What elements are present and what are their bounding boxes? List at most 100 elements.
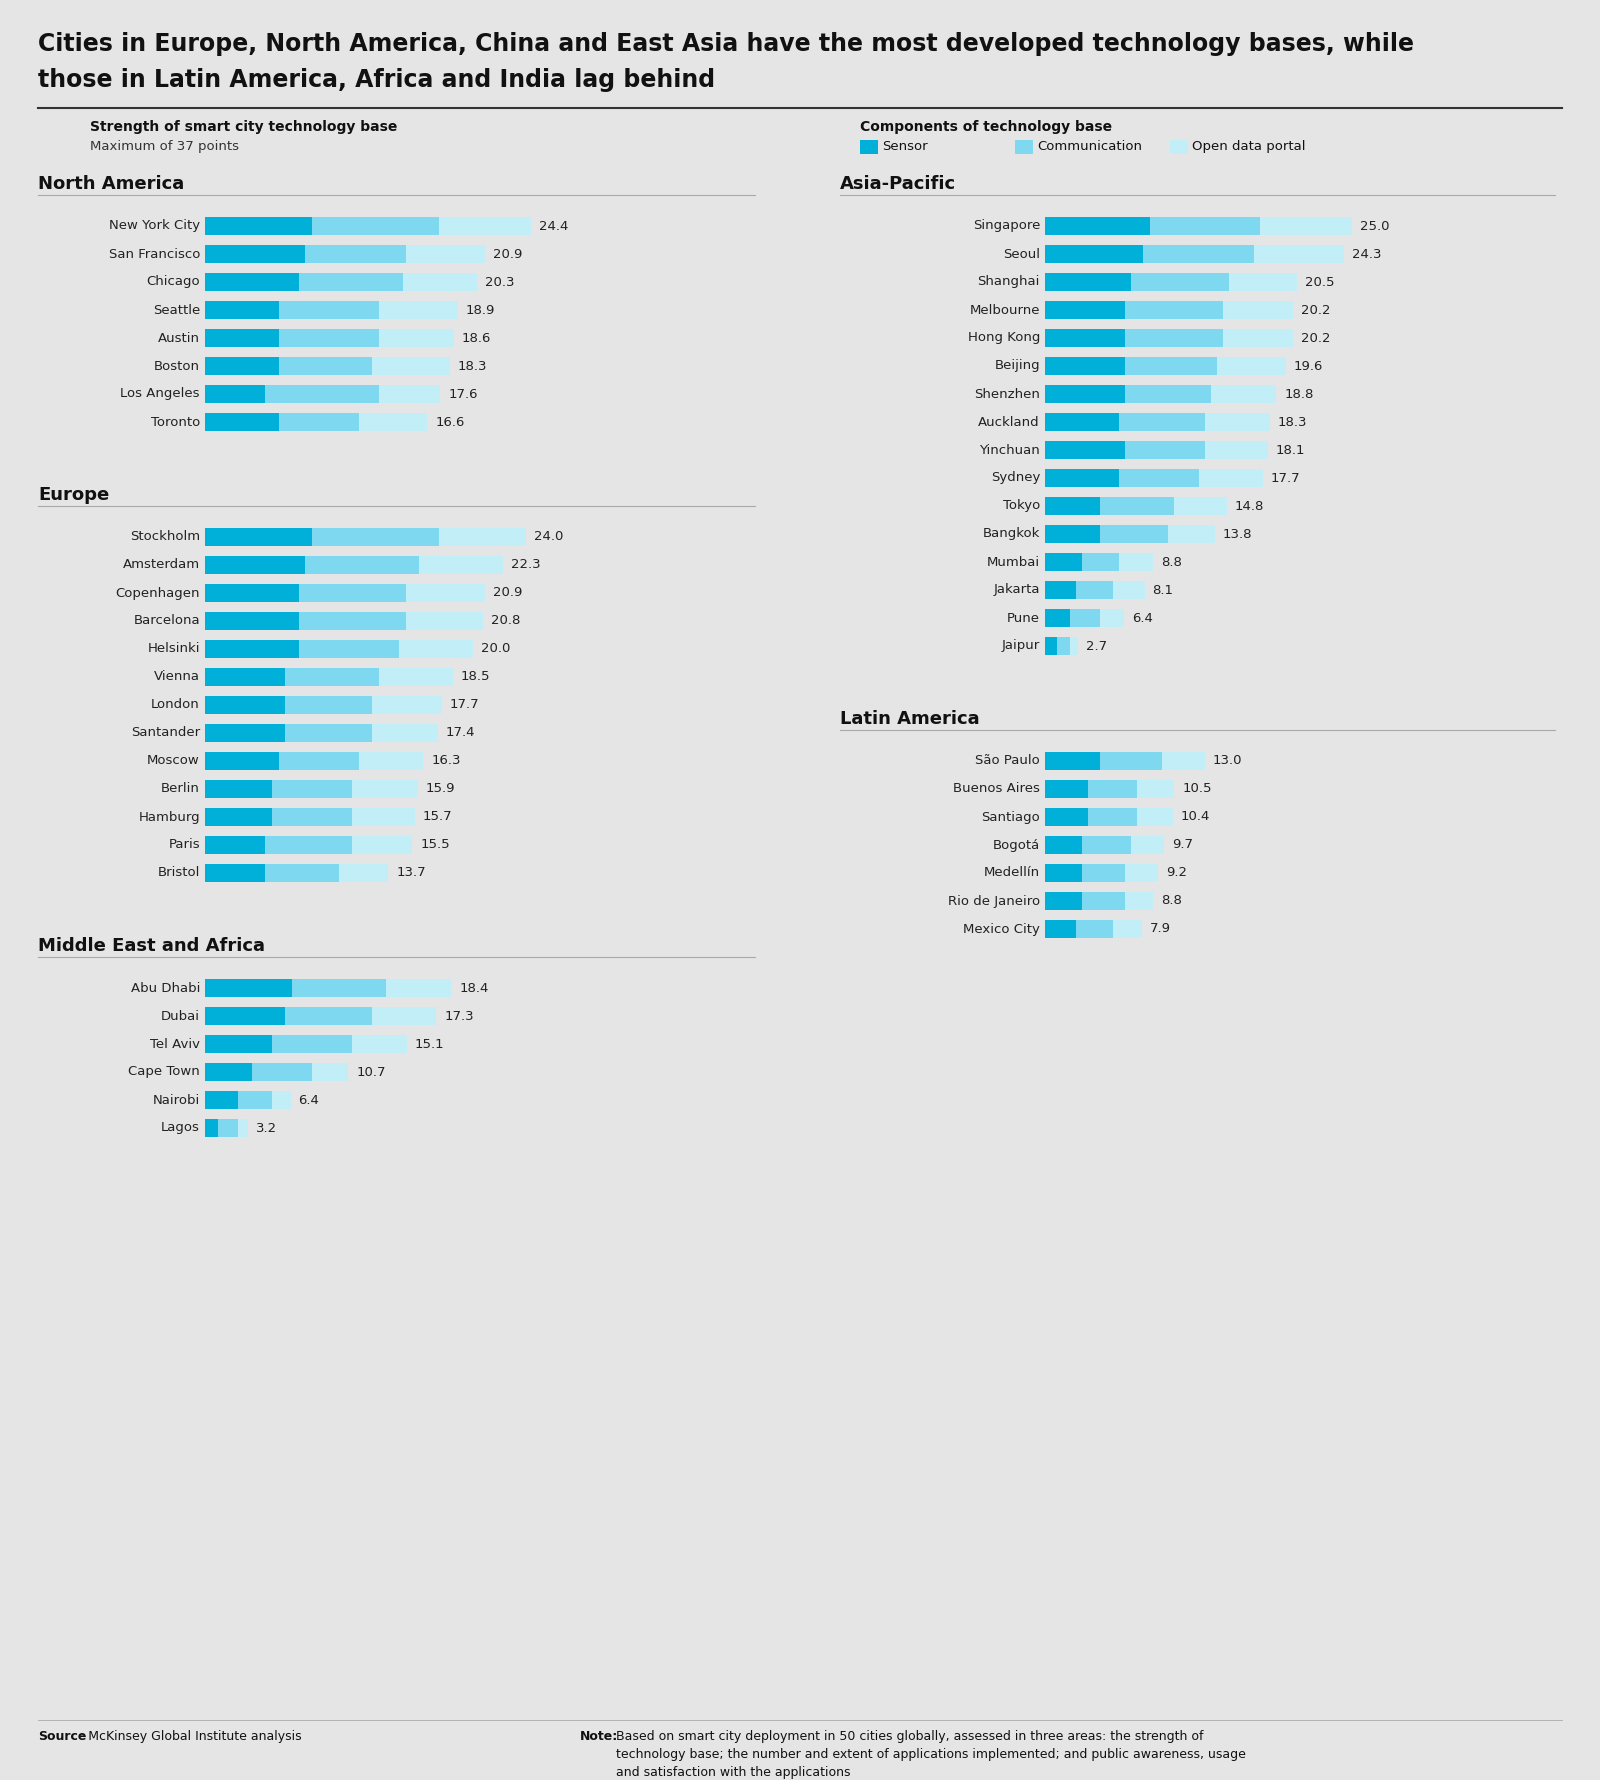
- Text: 20.3: 20.3: [485, 276, 514, 288]
- Text: São Paulo: São Paulo: [976, 755, 1040, 767]
- Bar: [1261, 217, 1352, 235]
- Text: 7.9: 7.9: [1150, 922, 1171, 936]
- Bar: [272, 780, 352, 797]
- Bar: [272, 1091, 291, 1109]
- Text: 8.8: 8.8: [1162, 555, 1182, 568]
- Text: 16.3: 16.3: [430, 755, 461, 767]
- Bar: [1045, 920, 1075, 938]
- Text: 3.2: 3.2: [256, 1121, 277, 1134]
- Bar: [205, 246, 306, 263]
- Text: 13.0: 13.0: [1213, 755, 1242, 767]
- Bar: [266, 384, 379, 402]
- Bar: [272, 1034, 352, 1054]
- Bar: [438, 217, 531, 235]
- Bar: [1138, 780, 1174, 797]
- Bar: [1162, 751, 1205, 771]
- Bar: [1131, 837, 1165, 854]
- Text: 24.3: 24.3: [1352, 247, 1381, 260]
- Text: Mexico City: Mexico City: [963, 922, 1040, 936]
- Bar: [1125, 329, 1224, 347]
- Text: Tel Aviv: Tel Aviv: [150, 1038, 200, 1050]
- Bar: [379, 384, 440, 402]
- Text: 17.4: 17.4: [446, 726, 475, 739]
- Bar: [205, 217, 312, 235]
- Text: Melbourne: Melbourne: [970, 304, 1040, 317]
- Bar: [379, 301, 458, 319]
- Text: 20.9: 20.9: [493, 586, 522, 600]
- Bar: [1082, 892, 1125, 910]
- Bar: [1112, 580, 1144, 600]
- Bar: [1205, 413, 1270, 431]
- Bar: [358, 751, 422, 771]
- Bar: [1101, 525, 1168, 543]
- Text: Middle East and Africa: Middle East and Africa: [38, 936, 266, 956]
- Bar: [285, 668, 379, 685]
- Bar: [352, 837, 413, 854]
- Bar: [1118, 554, 1154, 571]
- Bar: [205, 641, 299, 659]
- Text: 18.8: 18.8: [1285, 388, 1314, 401]
- Bar: [1014, 141, 1034, 155]
- Bar: [1125, 892, 1154, 910]
- Text: 17.7: 17.7: [450, 698, 480, 712]
- Text: : McKinsey Global Institute analysis: : McKinsey Global Institute analysis: [80, 1730, 302, 1743]
- Text: Hamburg: Hamburg: [138, 810, 200, 824]
- Bar: [1101, 609, 1123, 627]
- Text: 6.4: 6.4: [1131, 612, 1152, 625]
- Bar: [373, 696, 442, 714]
- Text: Amsterdam: Amsterdam: [123, 559, 200, 571]
- Bar: [1045, 837, 1082, 854]
- Bar: [1125, 384, 1211, 402]
- Bar: [1045, 863, 1082, 883]
- Bar: [1082, 863, 1125, 883]
- Text: 25.0: 25.0: [1360, 219, 1390, 233]
- Bar: [285, 696, 373, 714]
- Bar: [1131, 272, 1229, 290]
- Bar: [299, 641, 398, 659]
- Text: 14.8: 14.8: [1235, 500, 1264, 513]
- Text: 16.6: 16.6: [435, 415, 464, 429]
- Bar: [1174, 497, 1227, 514]
- Text: London: London: [152, 698, 200, 712]
- Bar: [1045, 358, 1125, 376]
- Text: 18.3: 18.3: [458, 360, 488, 372]
- Text: Shenzhen: Shenzhen: [974, 388, 1040, 401]
- Text: 6.4: 6.4: [299, 1093, 320, 1107]
- Text: 17.6: 17.6: [448, 388, 478, 401]
- Bar: [1254, 246, 1344, 263]
- Text: 18.1: 18.1: [1275, 443, 1306, 456]
- Bar: [1125, 301, 1224, 319]
- Text: 17.7: 17.7: [1270, 472, 1301, 484]
- Bar: [1101, 751, 1162, 771]
- Text: 20.5: 20.5: [1306, 276, 1334, 288]
- Bar: [266, 837, 352, 854]
- Text: Abu Dhabi: Abu Dhabi: [131, 981, 200, 995]
- Text: Singapore: Singapore: [973, 219, 1040, 233]
- Bar: [1149, 217, 1261, 235]
- Text: Toronto: Toronto: [150, 415, 200, 429]
- Bar: [205, 413, 278, 431]
- Bar: [291, 979, 386, 997]
- Text: Auckland: Auckland: [978, 415, 1040, 429]
- Bar: [1082, 837, 1131, 854]
- Bar: [205, 863, 266, 883]
- Text: Bangkok: Bangkok: [982, 527, 1040, 541]
- Bar: [238, 1120, 248, 1137]
- Bar: [205, 358, 278, 376]
- Bar: [352, 808, 414, 826]
- Bar: [1118, 468, 1198, 488]
- Bar: [299, 612, 406, 630]
- Text: Pune: Pune: [1006, 612, 1040, 625]
- Text: Lagos: Lagos: [162, 1121, 200, 1134]
- Text: 18.5: 18.5: [461, 671, 490, 684]
- Bar: [205, 837, 266, 854]
- Text: 20.2: 20.2: [1301, 331, 1331, 345]
- Bar: [861, 141, 878, 155]
- Bar: [205, 529, 312, 546]
- Text: Helsinki: Helsinki: [147, 643, 200, 655]
- Bar: [205, 751, 278, 771]
- Bar: [1045, 637, 1058, 655]
- Bar: [1045, 780, 1088, 797]
- Bar: [1198, 468, 1262, 488]
- Text: 20.0: 20.0: [480, 643, 510, 655]
